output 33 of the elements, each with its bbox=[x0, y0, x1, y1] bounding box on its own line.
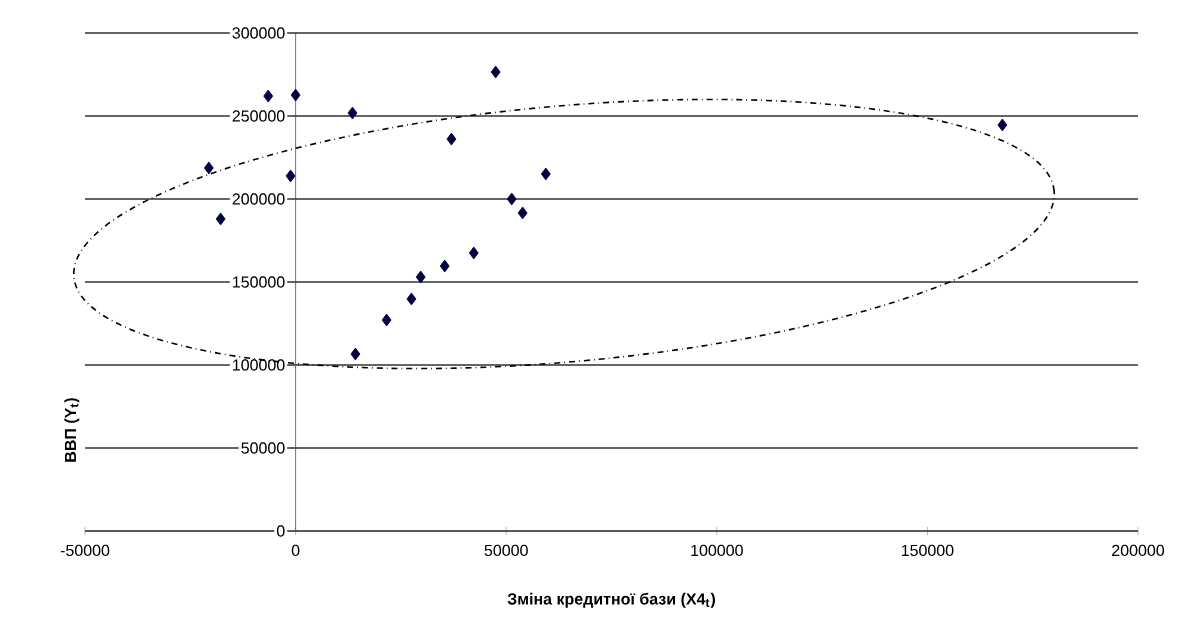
point bbox=[203, 161, 214, 175]
point bbox=[285, 169, 296, 183]
y-tick-label: 100000 bbox=[233, 359, 285, 371]
point bbox=[540, 167, 551, 181]
x-tick-label: -50000 bbox=[60, 544, 110, 557]
y-tick-label: 300000 bbox=[232, 27, 285, 39]
y-axis-title: ВВП (Y$_{t}$) bbox=[64, 398, 80, 462]
y-tick-label: 250000 bbox=[232, 110, 285, 122]
point bbox=[215, 212, 226, 226]
point bbox=[490, 65, 501, 79]
x-tick-label: 100000 bbox=[691, 544, 743, 557]
point bbox=[350, 347, 361, 361]
point bbox=[347, 106, 358, 120]
point bbox=[415, 270, 426, 284]
point bbox=[506, 192, 517, 206]
point bbox=[517, 206, 528, 220]
point bbox=[446, 132, 457, 146]
x-axis-title: Зміна кредитної бази (X4$_{t}$) bbox=[507, 592, 716, 608]
point bbox=[381, 313, 392, 327]
x-tick-label: 50000 bbox=[484, 544, 528, 557]
point bbox=[290, 88, 301, 102]
y-tick-label: 50000 bbox=[241, 442, 285, 454]
point bbox=[263, 89, 274, 103]
x-tick-label: 0 bbox=[291, 544, 300, 557]
y-tick-label: 0 bbox=[276, 525, 285, 537]
point bbox=[439, 259, 450, 273]
point bbox=[468, 246, 479, 260]
point bbox=[997, 118, 1008, 132]
point bbox=[406, 292, 417, 306]
x-tick-label: 150000 bbox=[901, 544, 954, 557]
x-tick-label: 200000 bbox=[1112, 544, 1165, 557]
y-tick-label: 150000 bbox=[233, 276, 285, 288]
y-tick-label: 200000 bbox=[232, 193, 285, 205]
